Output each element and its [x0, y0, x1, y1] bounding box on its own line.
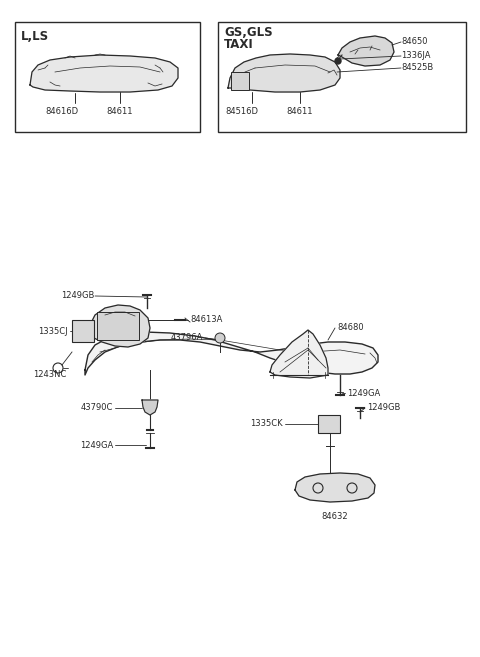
Text: GS,GLS: GS,GLS [224, 26, 273, 39]
Bar [231, 72, 249, 90]
Polygon shape [88, 305, 150, 347]
Text: 84650: 84650 [401, 37, 428, 47]
Text: TAXI: TAXI [224, 39, 254, 51]
Text: 84516D: 84516D [226, 108, 259, 116]
Polygon shape [295, 473, 375, 502]
Circle shape [215, 333, 225, 343]
Bar [72, 320, 94, 342]
Text: 1243NC: 1243NC [33, 370, 66, 379]
Text: 43796A: 43796A [170, 332, 203, 342]
Text: L,LS: L,LS [21, 30, 49, 43]
Text: 84616D: 84616D [46, 108, 79, 116]
Polygon shape [30, 55, 178, 92]
Bar [218, 22, 466, 132]
Text: 84611: 84611 [287, 108, 313, 116]
Text: 1249GB: 1249GB [60, 292, 94, 300]
Polygon shape [85, 332, 378, 375]
Text: 84680: 84680 [337, 323, 364, 332]
Circle shape [335, 58, 341, 64]
Polygon shape [338, 36, 394, 66]
Polygon shape [142, 400, 158, 415]
Text: 1335CJ: 1335CJ [38, 327, 68, 336]
Bar [318, 415, 340, 433]
Text: 1336JA: 1336JA [401, 51, 431, 60]
Text: 1249GB: 1249GB [367, 403, 400, 411]
Text: 1335CK: 1335CK [251, 420, 283, 428]
Text: 84525B: 84525B [401, 64, 433, 72]
Text: 1249GA: 1249GA [347, 388, 380, 397]
Text: 84632: 84632 [322, 512, 348, 521]
Text: 84611: 84611 [107, 108, 133, 116]
Polygon shape [270, 330, 328, 378]
Text: 84613A: 84613A [190, 315, 222, 325]
Text: 43790C: 43790C [81, 403, 113, 413]
Polygon shape [228, 54, 340, 92]
Bar [15, 22, 200, 132]
Text: 1249GA: 1249GA [80, 440, 113, 449]
Bar [97, 312, 139, 340]
